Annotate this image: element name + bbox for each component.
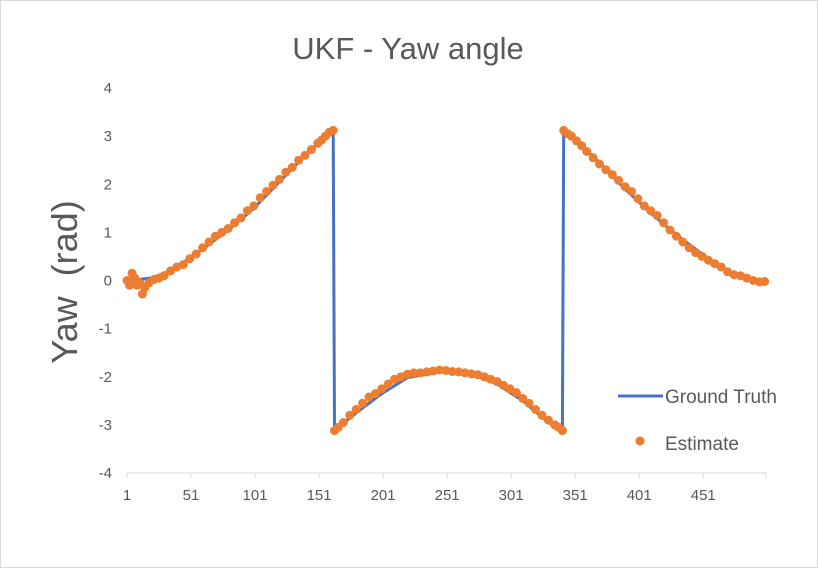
estimate-point (262, 187, 272, 196)
estimate-point (191, 249, 201, 259)
estimate-point (531, 405, 540, 414)
estimate-point (646, 206, 656, 216)
estimate-point (345, 410, 355, 420)
estimate-point (328, 125, 338, 135)
x-tick-label: 1 (123, 487, 131, 504)
estimate-point (383, 379, 393, 389)
x-tick-label: 251 (435, 487, 460, 504)
estimate-point (223, 224, 233, 233)
estimate-point (185, 254, 195, 264)
x-tick-label: 451 (691, 487, 716, 504)
estimate-point (678, 237, 688, 247)
x-tick-label: 201 (371, 487, 396, 504)
estimate-point (242, 206, 252, 216)
estimate-point (659, 218, 669, 228)
x-tick-label: 301 (499, 487, 524, 504)
x-tick-label: 101 (243, 487, 268, 504)
y-tick-label: 0 (104, 273, 112, 290)
estimate-point (716, 262, 726, 272)
estimate-point (557, 426, 567, 436)
estimate-point (671, 231, 681, 241)
x-tick-label: 51 (183, 487, 200, 504)
estimate-point (338, 418, 348, 427)
series-layer (122, 125, 770, 436)
legend-estimate-label: Estimate (665, 434, 739, 455)
x-tick-label: 151 (307, 487, 332, 504)
estimate-point (760, 277, 770, 286)
estimate-point (294, 155, 304, 165)
y-tick-label: -3 (99, 417, 112, 434)
y-axis-label: Yaw (rad) (44, 200, 85, 363)
y-tick-label: 2 (104, 176, 112, 193)
estimate-point (300, 150, 310, 160)
x-tick-label: 351 (563, 487, 588, 504)
estimate-point (377, 384, 387, 394)
estimate-point (287, 162, 297, 172)
estimate-point (639, 201, 649, 211)
y-tick-label: -4 (99, 465, 112, 482)
estimate-point (306, 145, 316, 155)
x-tick-label: 401 (627, 487, 652, 504)
estimate-point (447, 367, 457, 376)
estimate-point (627, 187, 636, 196)
estimate-point (125, 280, 135, 290)
estimate-point (351, 405, 361, 414)
estimate-point (665, 225, 675, 235)
estimate-point (274, 174, 284, 184)
estimate-point (543, 415, 553, 425)
chart-title: UKF - Yaw angle (292, 31, 523, 66)
estimate-point (358, 398, 368, 408)
legend-ground-truth-label: Ground Truth (665, 387, 777, 408)
estimate-point (607, 170, 617, 180)
estimate-point (255, 193, 265, 203)
estimate-point (614, 175, 624, 185)
estimate-point (268, 180, 278, 190)
legend: Ground Truth Estimate (618, 387, 777, 455)
estimate-point (588, 153, 598, 163)
estimate-point (595, 159, 604, 169)
legend-estimate-marker (635, 436, 645, 446)
estimate-point (601, 165, 611, 175)
estimate-point (370, 389, 380, 399)
estimate-point (435, 365, 444, 375)
estimate-point (518, 393, 528, 403)
estimate-point (684, 243, 694, 253)
estimate-point (204, 237, 214, 247)
y-tick-label: -1 (99, 321, 112, 338)
ground-truth-line (127, 128, 767, 433)
estimate-point (620, 182, 630, 192)
estimate-point (537, 410, 547, 420)
estimate-point (524, 398, 534, 408)
y-tick-label: -2 (99, 369, 112, 386)
estimate-point (281, 167, 291, 177)
estimate-point (178, 260, 188, 270)
estimate-point (159, 271, 169, 281)
estimate-point (230, 218, 240, 228)
estimate-point (652, 211, 662, 220)
estimate-point (236, 213, 246, 223)
estimate-point (633, 194, 643, 204)
estimate-point (198, 243, 208, 253)
y-tick-label: 3 (104, 128, 112, 145)
estimate-point (409, 368, 419, 378)
y-tick-label: 1 (104, 224, 112, 241)
y-tick-label: 4 (104, 80, 112, 97)
estimate-point (511, 388, 521, 398)
estimate-point (249, 201, 259, 211)
estimate-point (582, 147, 592, 156)
